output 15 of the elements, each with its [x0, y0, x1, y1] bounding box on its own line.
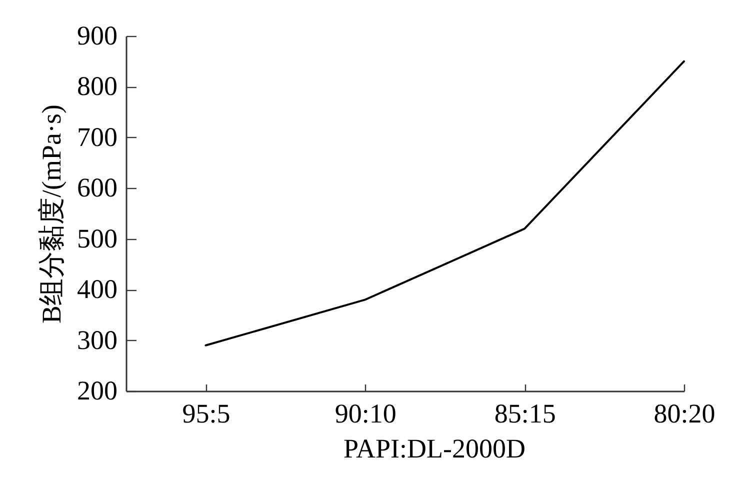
- y-tick-label: 500: [77, 223, 118, 254]
- line-series: [204, 60, 685, 346]
- y-tick-label: 300: [77, 324, 118, 355]
- y-axis-title: B组分黏度/(mPa·s): [36, 104, 66, 324]
- y-tick-label: 700: [77, 122, 118, 152]
- x-tick-label: 80:20: [654, 398, 716, 428]
- x-tick-label: 85:15: [494, 398, 556, 428]
- y-tick-label: 200: [77, 376, 118, 406]
- x-tick-label: 90:10: [334, 398, 396, 428]
- y-tick-label: 900: [77, 20, 118, 50]
- y-tick-label: 600: [77, 172, 118, 203]
- y-tick-label: 400: [77, 274, 118, 304]
- x-axis-title: PAPI:DL-2000D: [343, 434, 526, 464]
- y-tick-label: 800: [77, 71, 118, 102]
- x-tick-label: 95:5: [182, 398, 230, 428]
